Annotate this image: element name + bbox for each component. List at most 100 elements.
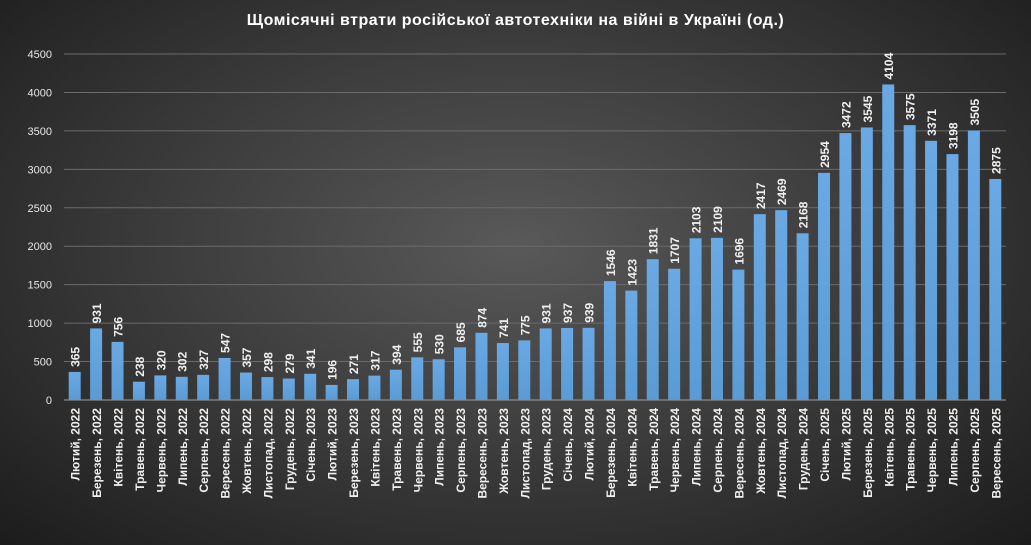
x-tick-label: Липень, 2023 xyxy=(433,408,447,486)
bar xyxy=(475,332,488,400)
y-tick-label: 3500 xyxy=(28,126,52,138)
x-tick-label: Грудень, 2022 xyxy=(283,408,297,490)
x-tick-label: Жовтень, 2024 xyxy=(754,408,768,495)
x-tick-label: Листопад, 2024 xyxy=(775,408,789,499)
bar xyxy=(732,269,745,400)
chart-title: Щомісячні втрати російської автотехніки … xyxy=(246,12,785,29)
bar xyxy=(411,357,424,400)
bar xyxy=(282,378,295,400)
x-tick-label: Травень, 2024 xyxy=(647,408,661,491)
data-label: 357 xyxy=(240,347,254,367)
data-label: 1546 xyxy=(604,249,618,276)
x-tick-label: Березень, 2022 xyxy=(90,408,104,498)
x-tick-label: Березень, 2024 xyxy=(604,408,618,498)
data-label: 298 xyxy=(261,352,275,372)
x-tick-label: Серпень, 2023 xyxy=(454,408,468,493)
bar xyxy=(753,214,766,400)
x-tick-label: Квітень, 2024 xyxy=(625,408,639,487)
data-label: 756 xyxy=(112,317,126,337)
x-tick-label: Січень, 2025 xyxy=(818,408,832,482)
y-tick-label: 1500 xyxy=(28,280,52,292)
bar xyxy=(903,125,916,400)
bar xyxy=(389,369,402,400)
data-label: 2875 xyxy=(989,147,1003,174)
x-tick-label: Жовтень, 2023 xyxy=(497,408,511,495)
bar xyxy=(539,328,552,400)
bar xyxy=(111,341,124,400)
bar xyxy=(775,210,788,400)
bar xyxy=(68,371,81,400)
bar xyxy=(668,268,681,400)
data-label: 3505 xyxy=(968,98,982,125)
bar xyxy=(496,343,509,400)
data-label: 341 xyxy=(304,348,318,368)
bar xyxy=(967,130,980,400)
data-label: 365 xyxy=(69,347,83,367)
x-tick-label: Жовтень, 2022 xyxy=(240,408,254,495)
data-label: 2109 xyxy=(711,206,725,233)
data-label: 279 xyxy=(283,353,297,373)
data-label: 939 xyxy=(583,302,597,322)
bar xyxy=(839,133,852,400)
data-label: 2103 xyxy=(690,206,704,233)
x-tick-label: Травень, 2023 xyxy=(390,408,404,491)
data-label: 775 xyxy=(518,315,532,335)
x-tick-label: Лютий, 2025 xyxy=(839,408,853,481)
bar xyxy=(132,381,145,400)
data-label: 3371 xyxy=(925,109,939,136)
data-label: 271 xyxy=(347,354,361,374)
bar xyxy=(368,375,381,400)
y-tick-label: 0 xyxy=(46,395,52,407)
data-label: 238 xyxy=(133,356,147,376)
x-tick-label: Лютий, 2023 xyxy=(326,408,340,481)
x-tick-label: Квітень, 2023 xyxy=(368,408,382,487)
data-label: 196 xyxy=(326,360,340,380)
x-tick-label: Червень, 2025 xyxy=(925,408,939,493)
data-label: 937 xyxy=(561,303,575,323)
x-tick-label: Серпень, 2025 xyxy=(968,408,982,493)
data-label: 317 xyxy=(368,350,382,370)
x-tick-label: Вересень, 2025 xyxy=(989,408,1003,499)
x-tick-label: Грудень, 2024 xyxy=(797,408,811,490)
bar xyxy=(925,140,938,400)
data-label: 302 xyxy=(176,351,190,371)
x-tick-label: Грудень, 2023 xyxy=(540,408,554,490)
y-tick-label: 500 xyxy=(34,357,52,369)
bar xyxy=(261,377,274,400)
x-tick-label: Лютий, 2022 xyxy=(69,408,83,481)
x-tick-label: Травень, 2022 xyxy=(133,408,147,491)
data-label: 931 xyxy=(540,303,554,323)
bar xyxy=(625,290,638,400)
x-tick-label: Червень, 2024 xyxy=(668,408,682,493)
data-label: 547 xyxy=(219,333,233,353)
bar xyxy=(347,379,360,400)
bar xyxy=(304,373,317,400)
data-label: 4104 xyxy=(882,52,896,79)
x-tick-label: Липень, 2024 xyxy=(690,408,704,486)
data-label: 1707 xyxy=(668,237,682,264)
bar xyxy=(154,375,167,400)
x-tick-label: Березень, 2023 xyxy=(347,408,361,498)
bar xyxy=(197,374,210,400)
x-tick-label: Листопад, 2022 xyxy=(261,408,275,499)
x-tick-label: Липень, 2022 xyxy=(176,408,190,486)
data-label: 555 xyxy=(411,332,425,352)
bar xyxy=(882,84,895,400)
data-label: 320 xyxy=(154,350,168,370)
x-tick-label: Вересень, 2023 xyxy=(475,408,489,499)
bar xyxy=(90,328,103,400)
bar xyxy=(175,376,188,400)
x-tick-label: Травень, 2025 xyxy=(904,408,918,491)
data-label: 3545 xyxy=(861,95,875,122)
bar xyxy=(325,384,338,400)
y-tick-label: 2000 xyxy=(28,241,52,253)
bar xyxy=(796,233,809,400)
data-label: 874 xyxy=(475,307,489,327)
bar xyxy=(860,127,873,400)
bar xyxy=(946,154,959,400)
data-label: 327 xyxy=(197,350,211,370)
data-label: 2417 xyxy=(754,182,768,209)
bar xyxy=(646,259,659,400)
x-tick-label: Серпень, 2022 xyxy=(197,408,211,493)
